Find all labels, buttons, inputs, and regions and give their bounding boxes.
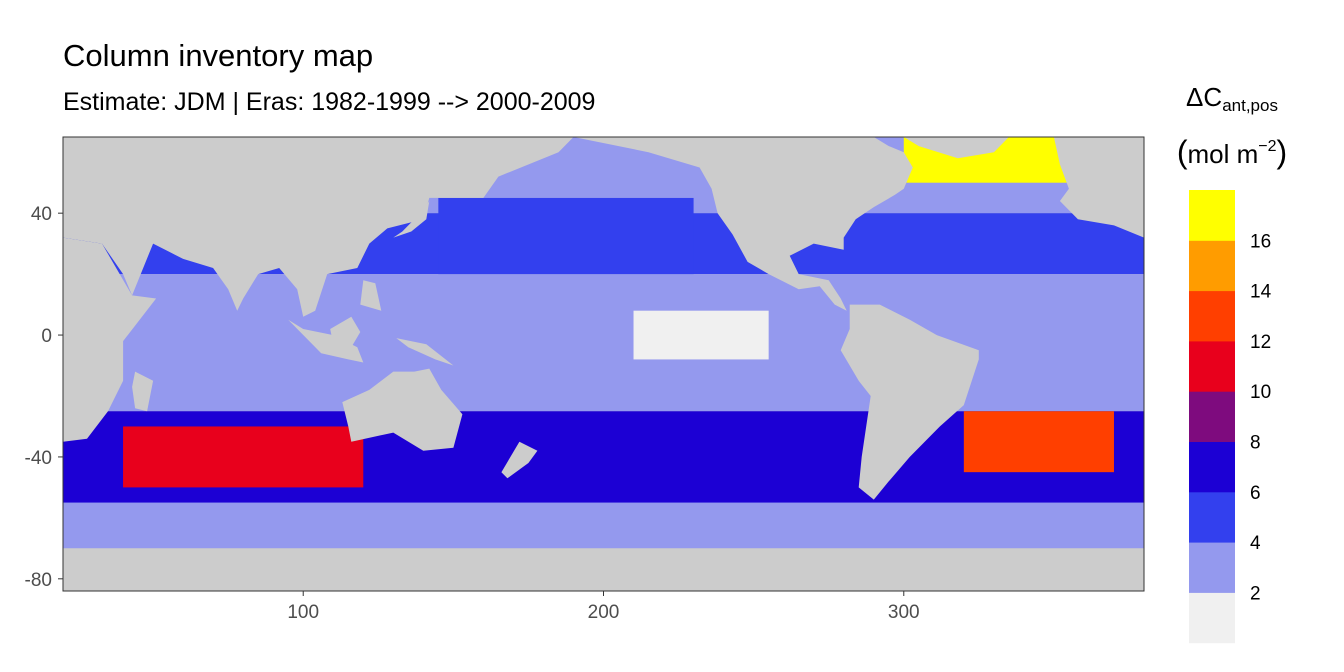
legend-unit-text: mol m	[1187, 139, 1259, 169]
legend-title: ΔCant,pos	[1170, 82, 1294, 116]
land-antarctica	[63, 548, 1144, 591]
y-tick-label: -80	[25, 570, 52, 591]
legend-unit: (mol m−2)	[1170, 134, 1294, 171]
legend-swatch	[1189, 391, 1235, 442]
legend-unit-open-paren: (	[1176, 134, 1188, 170]
legend-break-label: 8	[1250, 433, 1261, 454]
zone-cell	[963, 411, 1114, 473]
land-greenland	[903, 137, 1009, 159]
legend-title-subscript: ant,pos	[1222, 96, 1278, 115]
legend-unit-close-paren: )	[1276, 134, 1288, 170]
y-tick-label: -40	[25, 448, 52, 469]
chart-subtitle: Estimate: JDM | Eras: 1982-1999 --> 2000…	[63, 88, 596, 116]
land-africa	[63, 237, 157, 442]
land-layer	[63, 137, 1144, 591]
legend-break-label: 12	[1250, 332, 1271, 353]
legend-break-label: 10	[1250, 382, 1271, 403]
legend-break-label: 14	[1250, 282, 1272, 303]
land-japan	[393, 201, 430, 238]
x-tick-label: 100	[287, 602, 319, 623]
legend-unit-exponent: −2	[1258, 138, 1277, 155]
y-tick-label: 40	[31, 204, 52, 225]
land-south-america	[840, 304, 979, 500]
legend-swatch	[1189, 542, 1235, 593]
legend-swatch	[1189, 240, 1235, 292]
zone-cell	[123, 426, 364, 488]
legend-colorbar: 2 4 6 8 10 12 14 16	[1189, 190, 1272, 644]
chart-title: Column inventory map	[63, 38, 374, 73]
legend-break-label: 16	[1250, 231, 1271, 252]
land-indonesia	[288, 319, 364, 363]
land-new-zealand	[501, 441, 538, 479]
zone-cell	[633, 310, 769, 360]
legend-swatch	[1189, 441, 1235, 493]
legend-swatch	[1189, 190, 1235, 241]
land-philippines	[360, 280, 382, 311]
land-madagascar	[132, 371, 154, 412]
legend-swatch	[1189, 340, 1235, 392]
land-new-guinea	[396, 338, 454, 366]
x-tick-label: 300	[888, 602, 920, 623]
legend-swatch	[1189, 592, 1235, 644]
legend-break-label: 4	[1250, 533, 1261, 554]
y-tick-label: 0	[41, 326, 52, 347]
land-australia	[342, 368, 463, 451]
legend-swatch	[1189, 290, 1235, 342]
land-eurasia	[63, 137, 574, 317]
legend-title-main: ΔC	[1186, 82, 1223, 112]
zone-cell	[438, 197, 694, 275]
land-north-america	[573, 137, 913, 311]
x-tick-label: 200	[588, 602, 620, 623]
legend-break-label: 6	[1250, 483, 1261, 504]
legend-break-label: 2	[1250, 583, 1261, 604]
land-europe-edge	[1053, 137, 1144, 238]
ocean-band	[63, 274, 1144, 412]
legend-swatch	[1189, 491, 1235, 543]
land-borneo	[330, 316, 361, 348]
